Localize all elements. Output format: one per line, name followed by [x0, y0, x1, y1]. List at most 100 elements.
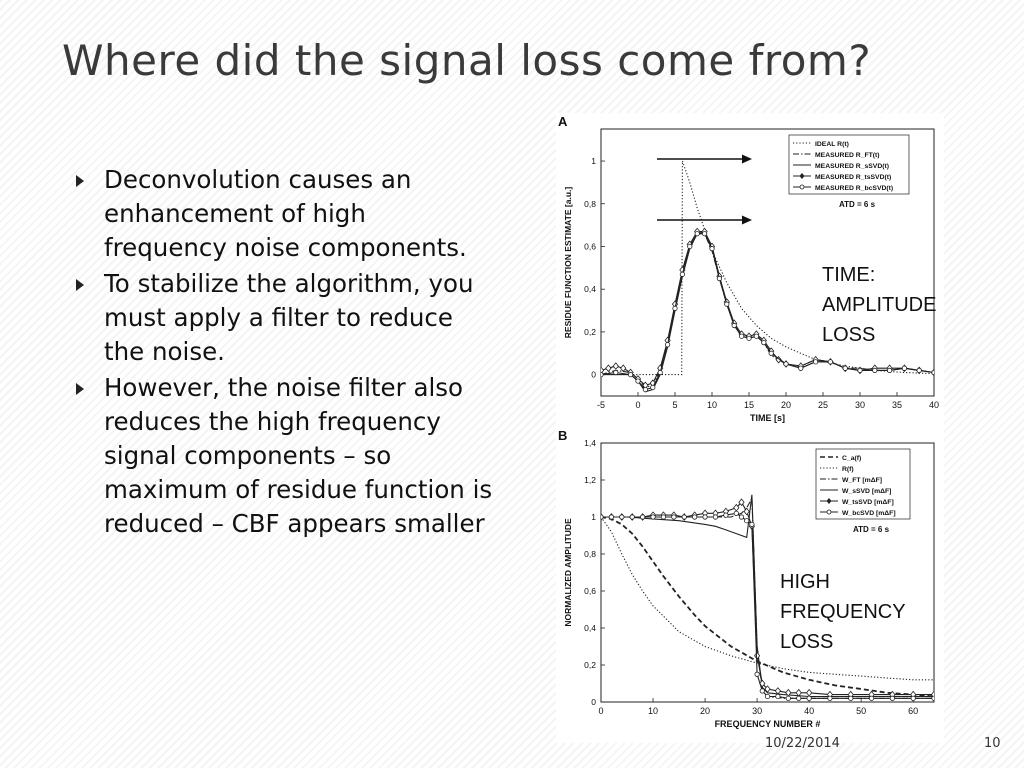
- legend-marker-diamond: [826, 498, 832, 504]
- y-axis-label: RESIDUE FUNCTION ESTIMATE [a.u.]: [563, 187, 573, 339]
- data-point-circle: [796, 695, 802, 701]
- series-line: [601, 494, 934, 698]
- x-tick-label: 40: [804, 706, 814, 716]
- data-point-circle: [744, 518, 750, 524]
- bullet-item: To stabilize the algorithm, you must app…: [76, 267, 496, 369]
- data-point-circle: [657, 369, 663, 376]
- y-tick-label: 1: [591, 156, 596, 166]
- data-point-circle: [785, 695, 791, 701]
- data-point-circle: [629, 514, 635, 520]
- legend-entry: IDEAL R(t): [815, 141, 849, 148]
- data-point-circle: [733, 510, 739, 516]
- y-tick-label: 1,2: [584, 475, 596, 485]
- data-point-diamond: [612, 362, 619, 370]
- data-point-circle: [749, 521, 755, 527]
- data-point-circle: [738, 514, 745, 520]
- data-point-circle: [628, 372, 634, 378]
- data-point-circle: [681, 514, 687, 520]
- data-point-circle: [671, 514, 677, 520]
- x-tick-label: 5: [672, 400, 677, 410]
- x-tick-label: 10: [707, 400, 717, 410]
- slide-title: Where did the signal loss come from?: [62, 36, 872, 85]
- arrow-measured-head: [742, 215, 752, 225]
- legend-entry: MEASURED R_bcSVD(t): [815, 185, 893, 192]
- data-point-circle: [619, 514, 625, 520]
- data-point-circle: [806, 695, 812, 701]
- legend-box: [815, 448, 911, 520]
- y-tick-label: 0,6: [584, 241, 596, 251]
- data-point-circle: [783, 361, 789, 367]
- x-tick-label: 50: [856, 706, 866, 716]
- bullet-arrow-icon: [76, 279, 84, 291]
- bullet-item: However, the noise filter also reduces t…: [76, 371, 496, 541]
- panel-label: B: [558, 428, 567, 443]
- series-line: [601, 516, 934, 681]
- data-point-circle: [775, 693, 781, 700]
- legend-entry: W_bcSVD [mΔF]: [842, 510, 896, 517]
- arrow-peak-head: [742, 154, 752, 164]
- legend-note: ATD = 6 s: [853, 525, 890, 534]
- data-point-circle: [931, 369, 934, 376]
- legend-entry: R(f): [842, 466, 854, 473]
- y-tick-label: 0,8: [584, 549, 596, 559]
- data-point-circle: [868, 695, 875, 701]
- x-axis-label: TIME [s]: [750, 413, 785, 423]
- y-tick-label: 0,4: [584, 623, 596, 633]
- x-tick-label: 40: [929, 400, 939, 410]
- data-point-circle: [601, 514, 604, 520]
- x-tick-label: 60: [908, 706, 918, 716]
- data-point-circle: [608, 514, 615, 520]
- y-tick-label: 0,6: [584, 586, 596, 596]
- bullet-item: Deconvolution causes an enhancement of h…: [76, 163, 496, 265]
- y-tick-label: 0,8: [584, 199, 596, 209]
- data-point-circle: [650, 514, 656, 520]
- y-tick-label: 0: [591, 697, 596, 707]
- x-tick-label: 15: [744, 400, 754, 410]
- legend-marker-diamond: [799, 173, 805, 179]
- y-axis-label: NORMALIZED AMPLITUDE: [563, 518, 573, 627]
- chart-panel-b: B 0 10 20 30 40 50 60 0 0,2 0,4 0,6 0,8 1 1,2 1,4 FREQUE…: [558, 428, 935, 729]
- x-tick-label: 35: [892, 400, 902, 410]
- data-point-circle: [753, 333, 759, 339]
- bullet-text: To stabilize the algorithm, you must app…: [104, 269, 474, 366]
- y-tick-label: 0: [591, 370, 596, 380]
- data-point-circle: [640, 514, 646, 520]
- data-point-circle: [679, 271, 686, 277]
- data-point-circle: [761, 340, 767, 346]
- bullet-arrow-icon: [76, 175, 84, 187]
- plot-area: [601, 160, 934, 393]
- data-point-circle: [764, 693, 771, 700]
- series-line: [601, 233, 934, 389]
- legend-entry: MEASURED R_sSVD(t): [815, 163, 889, 170]
- data-point-circle: [910, 695, 916, 701]
- legend-note: ATD = 6 s: [839, 200, 876, 209]
- data-point-circle: [712, 514, 719, 520]
- data-point-circle: [857, 367, 863, 373]
- data-point-circle: [687, 243, 693, 250]
- x-tick-label: 20: [700, 706, 710, 716]
- bullet-list: Deconvolution causes an enhancement of h…: [76, 163, 496, 543]
- data-point-circle: [916, 367, 922, 373]
- legend-entry: MEASURED R_FT(t): [815, 152, 880, 159]
- data-point-circle: [754, 671, 760, 677]
- x-tick-label: 20: [781, 400, 791, 410]
- legend-marker-circle: [799, 184, 805, 190]
- y-tick-label: 1: [591, 512, 596, 522]
- plot-area: [601, 494, 934, 701]
- legend-entry: W_tsSVD [mΔF]: [842, 499, 894, 506]
- figure-panel: A -5 0 5 10 15 20 25 30 35 40 0 0,2 0,4 0,6 0,8 1 TIME [s…: [556, 113, 944, 743]
- data-point-circle: [724, 301, 730, 307]
- data-point-circle: [635, 378, 641, 384]
- chart-panel-a: A -5 0 5 10 15 20 25 30 35 40 0 0,2 0,4 0,6 0,8 1 TIME [s…: [558, 114, 939, 423]
- panel-label: A: [558, 114, 568, 129]
- y-tick-label: 1,4: [584, 438, 596, 448]
- data-point-circle: [694, 231, 700, 237]
- data-point-circle: [601, 372, 604, 378]
- x-tick-label: 0: [635, 400, 640, 410]
- footer-date: 10/22/2014: [765, 736, 840, 751]
- legend-entry: MEASURED R_tsSVD(t): [815, 174, 891, 181]
- data-point-circle: [827, 695, 833, 701]
- high-frequency-loss-note: HIGH FREQUENCY LOSS: [780, 571, 906, 653]
- data-point-diamond: [743, 507, 750, 516]
